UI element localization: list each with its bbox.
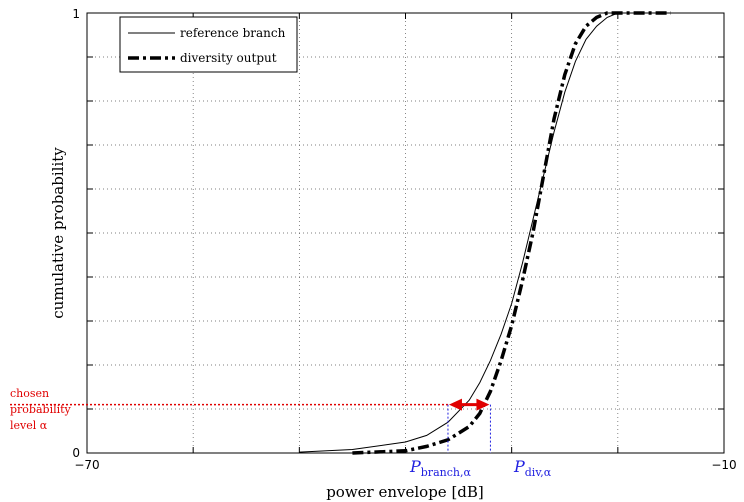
alpha-label-line-1: chosen — [10, 387, 49, 400]
x-axis-title: power envelope [dB] — [326, 483, 484, 501]
arrow-head-left-icon — [448, 398, 462, 411]
alpha-label-line-3: level α — [10, 419, 48, 432]
series-line-diversity-output — [352, 11, 671, 455]
legend-label-reference-branch: reference branch — [180, 26, 286, 40]
series-line-reference-branch — [299, 12, 661, 453]
y-tick-label-min: 0 — [72, 446, 80, 460]
y-tick-label-max: 1 — [72, 7, 80, 21]
x-tick-label-max: −10 — [711, 458, 736, 472]
p-branch-label: Pbranch,α — [409, 457, 471, 479]
legend-label-diversity-output: diversity output — [180, 51, 277, 65]
x-tick-label-min: −70 — [74, 458, 99, 472]
arrow-head-right-icon — [476, 398, 490, 411]
p-div-label: Pdiv,α — [513, 457, 552, 479]
y-axis-title: cumulative probability — [49, 147, 67, 319]
alpha-label-line-2: probability — [10, 403, 72, 416]
legend-box — [119, 16, 298, 73]
legend: reference branch diversity output — [119, 16, 298, 73]
grid-lines — [87, 13, 724, 453]
